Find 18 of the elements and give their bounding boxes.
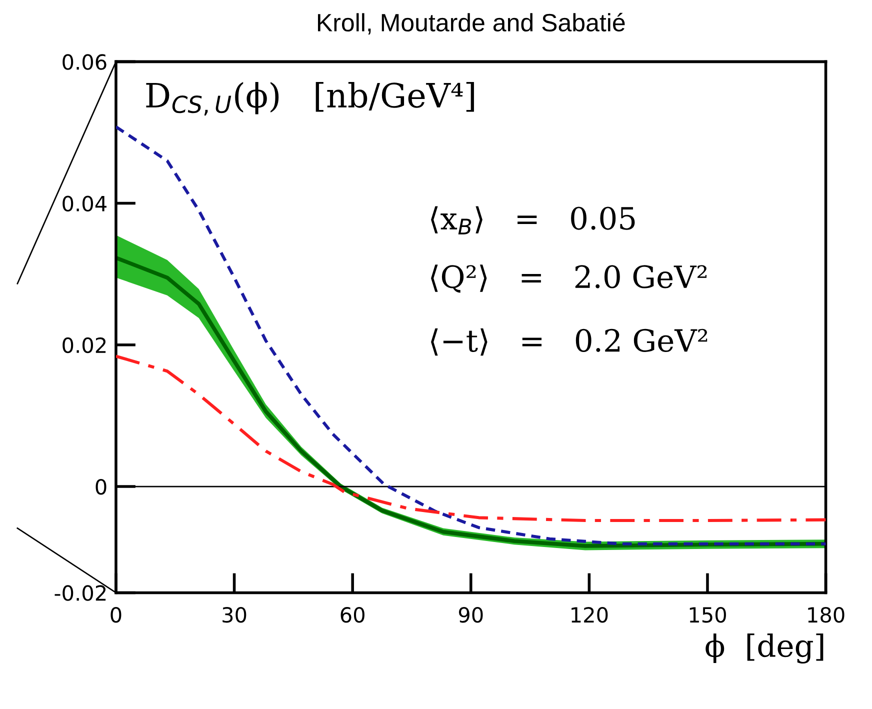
x-tick-label: 30	[222, 606, 246, 623]
x-tick-label: 120	[572, 606, 608, 623]
x-tick-label: 180	[808, 606, 844, 623]
chart-title: Kroll, Moutarde and Sabatié	[318, 12, 625, 34]
x-tick-label: 0	[110, 606, 122, 623]
x-tick-label: 60	[340, 606, 364, 623]
annotation: ⟨x$_{B}$⟩ = 0.05	[431, 206, 635, 234]
x-tick-label: 90	[458, 606, 483, 623]
annotation: D$_{CS,U}$(ϕ) [nb/GeV⁴]	[146, 82, 474, 116]
y-tick-label: 0	[96, 478, 106, 495]
y-tick-label: 0.02	[62, 337, 106, 354]
y-tick-label: 0.06	[62, 54, 106, 70]
y-tick-label: -0.02	[54, 585, 106, 601]
annotation: ⟨−t⟩ = 0.2 GeV²	[431, 328, 708, 356]
y-tick-label: 0.04	[62, 196, 106, 212]
x-axis-title: ϕ [deg]	[706, 633, 824, 664]
x-tick-label: 150	[690, 606, 726, 623]
annotation: ⟨Q²⟩ = 2.0 GeV²	[431, 264, 706, 293]
